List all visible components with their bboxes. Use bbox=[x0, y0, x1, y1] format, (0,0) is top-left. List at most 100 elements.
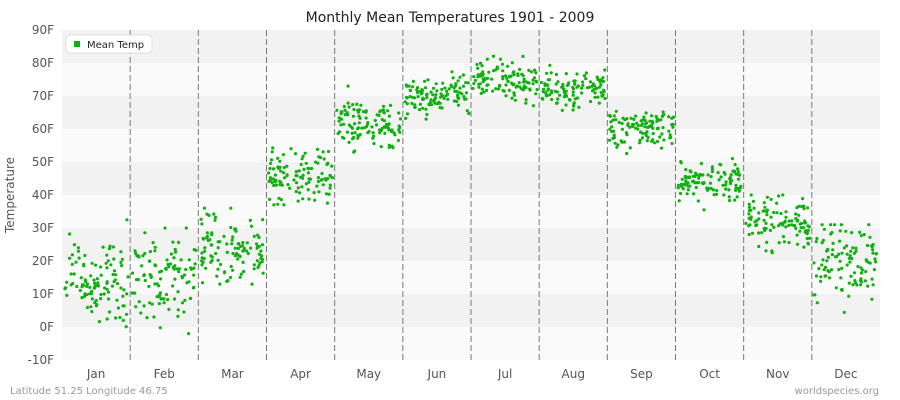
data-point bbox=[736, 186, 740, 191]
data-point bbox=[276, 202, 280, 206]
data-point bbox=[555, 90, 560, 94]
data-point bbox=[239, 244, 243, 248]
data-point bbox=[512, 70, 516, 74]
data-point bbox=[734, 188, 738, 192]
data-point bbox=[304, 182, 308, 186]
x-tick-label: Apr bbox=[290, 367, 311, 381]
data-point bbox=[680, 177, 684, 181]
data-point bbox=[476, 66, 480, 70]
data-point bbox=[533, 68, 537, 72]
data-point bbox=[812, 261, 816, 265]
data-point bbox=[199, 217, 203, 221]
data-point bbox=[378, 109, 383, 113]
data-point bbox=[540, 96, 544, 100]
data-point bbox=[834, 286, 838, 290]
data-point bbox=[747, 208, 752, 213]
data-point bbox=[126, 275, 130, 279]
x-tick-label: Jul bbox=[497, 367, 512, 381]
data-point bbox=[522, 80, 526, 84]
data-point bbox=[272, 183, 276, 188]
y-tick-label: 0F bbox=[39, 320, 54, 334]
data-point bbox=[417, 108, 422, 112]
data-point bbox=[707, 187, 711, 191]
data-point bbox=[528, 88, 532, 92]
data-point bbox=[441, 81, 445, 85]
data-point bbox=[413, 103, 417, 107]
data-point bbox=[405, 84, 409, 88]
data-point bbox=[847, 294, 851, 298]
data-point bbox=[865, 259, 869, 263]
data-point bbox=[148, 301, 152, 305]
data-point bbox=[187, 258, 191, 262]
data-point bbox=[706, 173, 710, 177]
data-point bbox=[838, 259, 842, 263]
data-point bbox=[509, 74, 513, 78]
data-point bbox=[661, 110, 665, 114]
data-point bbox=[601, 79, 606, 84]
data-point bbox=[793, 224, 797, 228]
data-point bbox=[268, 166, 272, 171]
data-point bbox=[473, 78, 477, 82]
data-point bbox=[728, 177, 732, 181]
data-point bbox=[845, 252, 849, 256]
data-point bbox=[794, 226, 798, 230]
data-point bbox=[608, 127, 612, 131]
data-point bbox=[696, 199, 700, 203]
data-point bbox=[580, 91, 584, 95]
data-point bbox=[721, 183, 725, 187]
data-point bbox=[405, 95, 409, 99]
data-point bbox=[82, 262, 86, 266]
data-point bbox=[241, 249, 245, 253]
data-point bbox=[842, 310, 846, 314]
data-point bbox=[593, 84, 597, 88]
data-point bbox=[871, 248, 875, 252]
data-point bbox=[279, 180, 283, 185]
data-point bbox=[205, 212, 209, 216]
data-point bbox=[679, 184, 684, 188]
data-point bbox=[411, 79, 415, 83]
data-point bbox=[485, 57, 489, 61]
data-point bbox=[175, 267, 179, 271]
data-point bbox=[466, 81, 470, 85]
data-point bbox=[871, 243, 875, 247]
data-point bbox=[383, 131, 387, 135]
data-point bbox=[598, 80, 602, 84]
data-point bbox=[524, 101, 528, 105]
data-point bbox=[347, 123, 351, 127]
data-point bbox=[285, 173, 289, 177]
data-point bbox=[234, 229, 238, 233]
data-point bbox=[335, 108, 339, 112]
data-point bbox=[460, 92, 464, 96]
data-point bbox=[815, 301, 819, 305]
data-point bbox=[497, 84, 502, 88]
data-point bbox=[316, 161, 320, 165]
data-point bbox=[337, 119, 341, 123]
data-point bbox=[405, 112, 410, 116]
data-point bbox=[384, 125, 388, 129]
data-point bbox=[739, 184, 743, 188]
data-point bbox=[216, 267, 220, 271]
data-point bbox=[107, 297, 111, 301]
data-point bbox=[218, 240, 222, 244]
data-point bbox=[777, 224, 781, 228]
data-point bbox=[296, 186, 300, 190]
data-point bbox=[404, 116, 408, 120]
data-point bbox=[531, 82, 535, 86]
data-point bbox=[405, 102, 409, 106]
data-point bbox=[498, 57, 503, 61]
y-tick-label: 10F bbox=[32, 287, 54, 301]
data-point bbox=[339, 117, 344, 121]
data-point bbox=[677, 199, 681, 203]
data-point bbox=[153, 282, 157, 286]
data-point bbox=[451, 76, 455, 80]
data-point bbox=[113, 278, 117, 282]
data-point bbox=[760, 231, 764, 235]
data-point bbox=[784, 210, 788, 214]
data-point bbox=[95, 303, 99, 307]
data-point bbox=[276, 165, 280, 169]
data-point bbox=[356, 126, 360, 130]
data-point bbox=[593, 95, 597, 99]
data-point bbox=[597, 85, 602, 89]
data-point bbox=[68, 232, 72, 236]
data-point bbox=[781, 193, 785, 197]
